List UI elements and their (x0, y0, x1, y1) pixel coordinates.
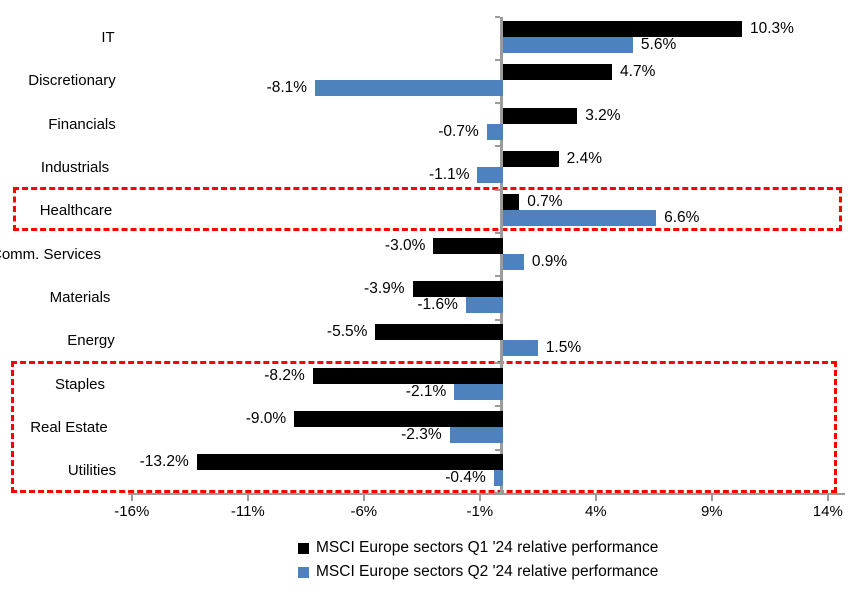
bar-q1 (412, 280, 503, 297)
highlight-box (11, 361, 837, 493)
bar-q1 (375, 324, 503, 341)
y-axis-tick (495, 102, 500, 105)
bar-q1 (503, 107, 578, 124)
bar-q2 (315, 80, 503, 97)
x-tick-label: -1% (466, 503, 494, 520)
x-axis-tick (130, 494, 133, 501)
bar-q2 (454, 383, 503, 400)
value-label: -8.2% (264, 366, 305, 384)
bar-q1 (433, 237, 503, 254)
value-label: -8.1% (266, 79, 308, 97)
x-axis-tick (478, 494, 481, 501)
legend-swatch-q1-icon (298, 542, 309, 554)
y-axis-tick (495, 58, 500, 61)
y-axis-tick (495, 15, 500, 18)
bar-q1 (503, 64, 613, 81)
value-label: 2.4% (566, 150, 603, 168)
category-label: Staples (54, 375, 106, 393)
value-label: -3.9% (364, 279, 405, 297)
bar-q2 (493, 470, 503, 487)
y-axis-tick (495, 188, 500, 191)
category-label: IT (101, 29, 115, 47)
value-label: 1.5% (545, 339, 582, 357)
value-label: -3.0% (384, 236, 426, 254)
y-axis-tick (495, 361, 500, 364)
y-axis-tick (495, 448, 500, 451)
value-label: -1.6% (417, 295, 458, 313)
x-axis-tick (594, 494, 597, 501)
category-label: Real Estate (30, 418, 108, 436)
bar-q1 (503, 151, 559, 168)
category-label: Financials (48, 115, 116, 133)
bar-q2 (486, 123, 503, 140)
value-label: 0.7% (527, 193, 563, 211)
x-axis-tick (826, 494, 829, 501)
value-label: -2.1% (405, 382, 447, 400)
category-label: Materials (49, 288, 111, 306)
value-label: 5.6% (640, 36, 677, 54)
x-axis-tick (710, 494, 713, 501)
value-label: -0.7% (438, 122, 479, 140)
bar-q1 (312, 367, 503, 384)
highlight-box (13, 186, 842, 231)
value-label: -13.2% (139, 453, 189, 471)
legend-item-q1: MSCI Europe sectors Q1 '24 relative perf… (298, 539, 658, 557)
y-axis-tick (495, 405, 500, 408)
legend-label-q2: MSCI Europe sectors Q2 '24 relative perf… (316, 563, 659, 580)
legend-item-q2: MSCI Europe sectors Q2 '24 relative perf… (298, 563, 658, 581)
bar-q2 (503, 340, 538, 357)
category-label: Utilities (67, 462, 117, 480)
y-axis-line (500, 16, 503, 495)
bar-q2 (449, 426, 503, 443)
x-axis-line (128, 492, 845, 495)
value-label: -2.3% (401, 425, 442, 443)
value-label: -1.1% (428, 166, 470, 184)
value-label: -9.0% (245, 409, 287, 427)
value-label: -5.5% (326, 323, 368, 341)
bar-q2 (465, 296, 503, 313)
bar-q1 (294, 410, 503, 427)
category-label: Energy (67, 332, 115, 350)
value-label: 3.2% (585, 106, 621, 124)
x-axis-tick (362, 494, 365, 501)
value-label: -0.4% (445, 469, 486, 487)
bar-q1 (196, 454, 503, 471)
x-tick-label: 4% (584, 503, 607, 520)
bar-q2 (503, 210, 657, 227)
x-tick-label: 14% (812, 503, 843, 520)
value-label: 4.7% (620, 63, 656, 81)
category-label: Healthcare (39, 202, 113, 220)
x-tick-label: 9% (700, 503, 723, 520)
bar-q2 (503, 253, 524, 270)
x-tick-label: -16% (114, 503, 150, 520)
category-label: Industrials (40, 159, 110, 177)
bar-q1 (503, 194, 520, 211)
value-label: 10.3% (749, 20, 794, 38)
y-axis-tick (495, 145, 500, 148)
y-axis-tick (495, 318, 500, 321)
category-label: Comm. Services (0, 245, 102, 263)
legend-label-q1: MSCI Europe sectors Q1 '24 relative perf… (316, 539, 659, 556)
legend-swatch-q2-icon (298, 566, 309, 578)
value-label: 0.9% (531, 252, 568, 270)
value-label: 6.6% (664, 209, 700, 227)
x-axis-tick (246, 494, 249, 501)
category-label: Discretionary (28, 72, 116, 90)
y-axis-tick (495, 275, 500, 278)
x-tick-label: -6% (350, 503, 378, 520)
x-tick-label: -11% (230, 503, 265, 520)
y-axis-tick (495, 232, 500, 234)
bar-q2 (503, 37, 633, 54)
bar-q2 (477, 167, 503, 184)
bar-q1 (503, 21, 742, 38)
